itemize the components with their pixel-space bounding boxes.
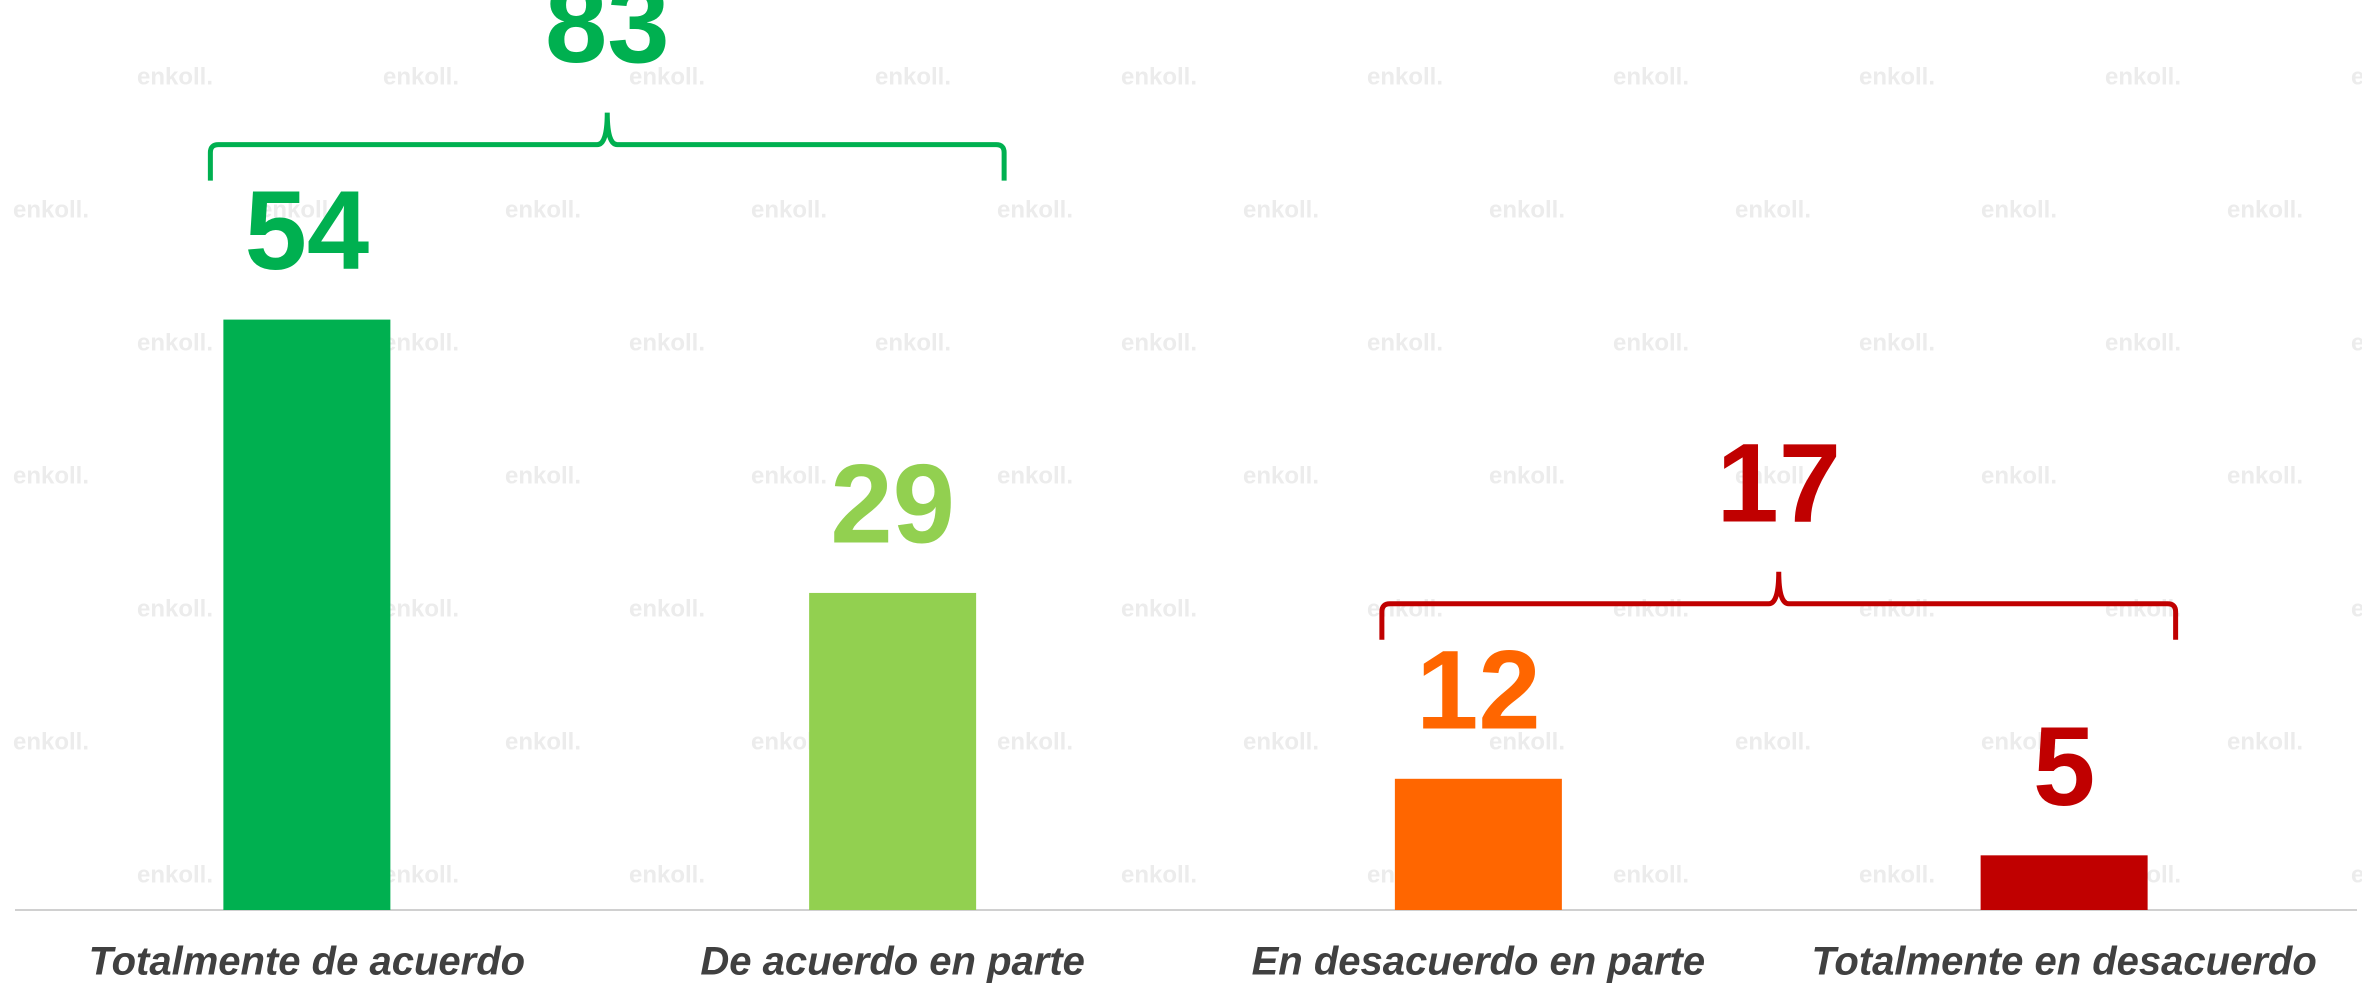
- group-total: 83: [545, 0, 670, 86]
- watermark: enkoll.: [1121, 595, 1197, 622]
- watermark: enkoll.: [1613, 861, 1689, 888]
- watermark: enkoll.: [2351, 329, 2362, 356]
- watermark: enkoll.: [505, 728, 581, 755]
- data-label: 12: [1416, 627, 1541, 752]
- watermark: enkoll.: [997, 728, 1073, 755]
- watermark: enkoll.: [2105, 329, 2181, 356]
- watermark: enkoll.: [2351, 861, 2362, 888]
- watermark: enkoll.: [1121, 63, 1197, 90]
- watermark: enkoll.: [13, 196, 89, 223]
- bracket: [207, 112, 1007, 181]
- watermark: enkoll.: [2105, 595, 2181, 622]
- x-tick-label: Totalmente de acuerdo: [89, 940, 525, 984]
- bar: [1394, 778, 1562, 910]
- watermark: enkoll.: [1367, 329, 1443, 356]
- x-tick-label: En desacuerdo en parte: [1252, 940, 1705, 984]
- watermark: enkoll.: [629, 595, 705, 622]
- watermark: enkoll.: [259, 196, 335, 223]
- data-label: 54: [245, 168, 370, 293]
- watermark: enkoll.: [1735, 462, 1811, 489]
- watermark: enkoll.: [1243, 462, 1319, 489]
- bar: [223, 319, 391, 911]
- watermark: enkoll.: [383, 329, 459, 356]
- watermark: enkoll.: [383, 63, 459, 90]
- watermark: enkoll.: [137, 329, 213, 356]
- watermark: enkoll.: [1367, 595, 1443, 622]
- bar: [1980, 855, 2148, 910]
- watermark: enkoll.: [1121, 329, 1197, 356]
- watermark: enkoll.: [1981, 196, 2057, 223]
- watermark: enkoll.: [629, 329, 705, 356]
- watermark: enkoll.: [1243, 196, 1319, 223]
- watermark: enkoll.: [505, 462, 581, 489]
- watermark: enkoll.: [1489, 728, 1565, 755]
- watermark: enkoll.: [997, 462, 1073, 489]
- watermark: enkoll.: [2351, 595, 2362, 622]
- watermark: enkoll.: [137, 861, 213, 888]
- watermark: enkoll.: [629, 63, 705, 90]
- watermark: enkoll.: [1489, 196, 1565, 223]
- watermark: enkoll.: [137, 63, 213, 90]
- watermark: enkoll.: [2351, 63, 2362, 90]
- x-tick-label: Totalmente en desacuerdo: [1811, 940, 2316, 984]
- watermark: enkoll.: [1735, 196, 1811, 223]
- watermark: enkoll.: [13, 462, 89, 489]
- data-label: 5: [2033, 704, 2095, 829]
- watermark: enkoll.: [383, 595, 459, 622]
- watermark: enkoll.: [1613, 63, 1689, 90]
- watermark: enkoll.: [2227, 462, 2303, 489]
- watermark: enkoll.: [2105, 63, 2181, 90]
- data-label: 29: [830, 442, 955, 567]
- watermark: enkoll.: [1243, 728, 1319, 755]
- watermark: enkoll.: [1613, 329, 1689, 356]
- watermark: enkoll.: [1613, 595, 1689, 622]
- bar: [809, 592, 977, 910]
- watermark: enkoll.: [1981, 728, 2057, 755]
- watermark: enkoll.: [875, 329, 951, 356]
- watermark: enkoll.: [1981, 462, 2057, 489]
- watermark: enkoll.: [1859, 329, 1935, 356]
- watermark: enkoll.: [1859, 861, 1935, 888]
- watermark: enkoll.: [2227, 196, 2303, 223]
- watermark: enkoll.: [1735, 728, 1811, 755]
- watermark: enkoll.: [1367, 63, 1443, 90]
- group-total: 17: [1716, 420, 1841, 545]
- watermark: enkoll.: [13, 728, 89, 755]
- watermark: enkoll.: [751, 196, 827, 223]
- watermark: enkoll.: [505, 196, 581, 223]
- watermark: enkoll.: [1121, 861, 1197, 888]
- watermark: enkoll.: [875, 63, 951, 90]
- watermark: enkoll.: [629, 861, 705, 888]
- watermark: enkoll.: [997, 196, 1073, 223]
- x-tick-label: De acuerdo en parte: [700, 940, 1085, 984]
- watermark: enkoll.: [1489, 462, 1565, 489]
- watermark: enkoll.: [137, 595, 213, 622]
- watermark: enkoll.: [2227, 728, 2303, 755]
- watermark: enkoll.: [1859, 63, 1935, 90]
- watermark: enkoll.: [1859, 595, 1935, 622]
- watermark: enkoll.: [383, 861, 459, 888]
- bracket: [1379, 571, 2179, 640]
- watermark: enkoll.: [751, 462, 827, 489]
